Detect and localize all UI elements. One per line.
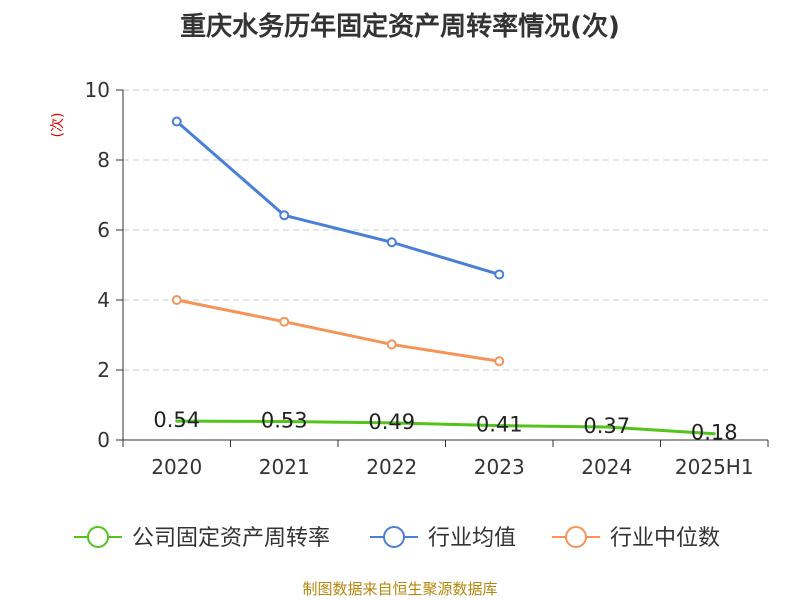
data-label: 0.54 [153,408,200,432]
x-tick-label: 2023 [474,455,525,479]
data-label: 0.53 [261,408,308,432]
grid [123,89,768,371]
y-tick-label: 0 [97,428,110,452]
series-3-point [494,356,505,367]
series-line-2 [175,120,501,276]
y-tick-label: 4 [97,288,110,312]
series-line-1 [175,419,716,436]
y-tick-label: 10 [85,78,110,102]
x-tick-label: 2024 [581,455,632,479]
legend-swatch-marker [383,526,405,548]
series-layer [171,116,716,436]
series-2-point [171,116,182,127]
axes: 0 2 4 6 8 10 (次) 2020 2021 2022 2023 2024 2025H1 [50,78,769,479]
legend-swatch-marker [565,526,587,548]
data-label: 0.18 [691,421,738,445]
legend-label: 行业中位数 [610,526,720,551]
chart-title: 重庆水务历年固定资产周转率情况(次) [180,12,620,42]
x-tick-label: 2022 [366,455,417,479]
y-axis-label: (次) [50,113,66,138]
series-2-point [494,269,505,280]
series-2-point [279,210,290,221]
legend-label: 公司固定资产周转率 [132,526,330,551]
series-3-point [386,339,397,350]
data-label: 0.49 [368,410,415,434]
legend-swatch-marker [87,526,109,548]
x-tick-label: 2020 [151,455,202,479]
data-label: 0.37 [583,414,630,438]
series-2-point [386,237,397,248]
y-tick-label: 6 [97,218,110,242]
y-tick-label: 8 [97,148,110,172]
data-labels: 0.54 0.53 0.49 0.41 0.37 0.18 [153,408,737,445]
legend: 公司固定资产周转率 行业均值 行业中位数 [74,526,720,551]
y-tick-label: 2 [97,358,110,382]
legend-label: 行业均值 [428,526,516,551]
series-3-point [171,295,182,305]
x-tick-label: 2025H1 [675,455,754,479]
x-tick-label: 2021 [259,455,310,479]
series-line-3 [175,298,501,363]
data-label: 0.41 [476,413,523,437]
series-3-point [279,316,290,327]
source-note: 制图数据来自恒生聚源数据库 [302,580,498,598]
